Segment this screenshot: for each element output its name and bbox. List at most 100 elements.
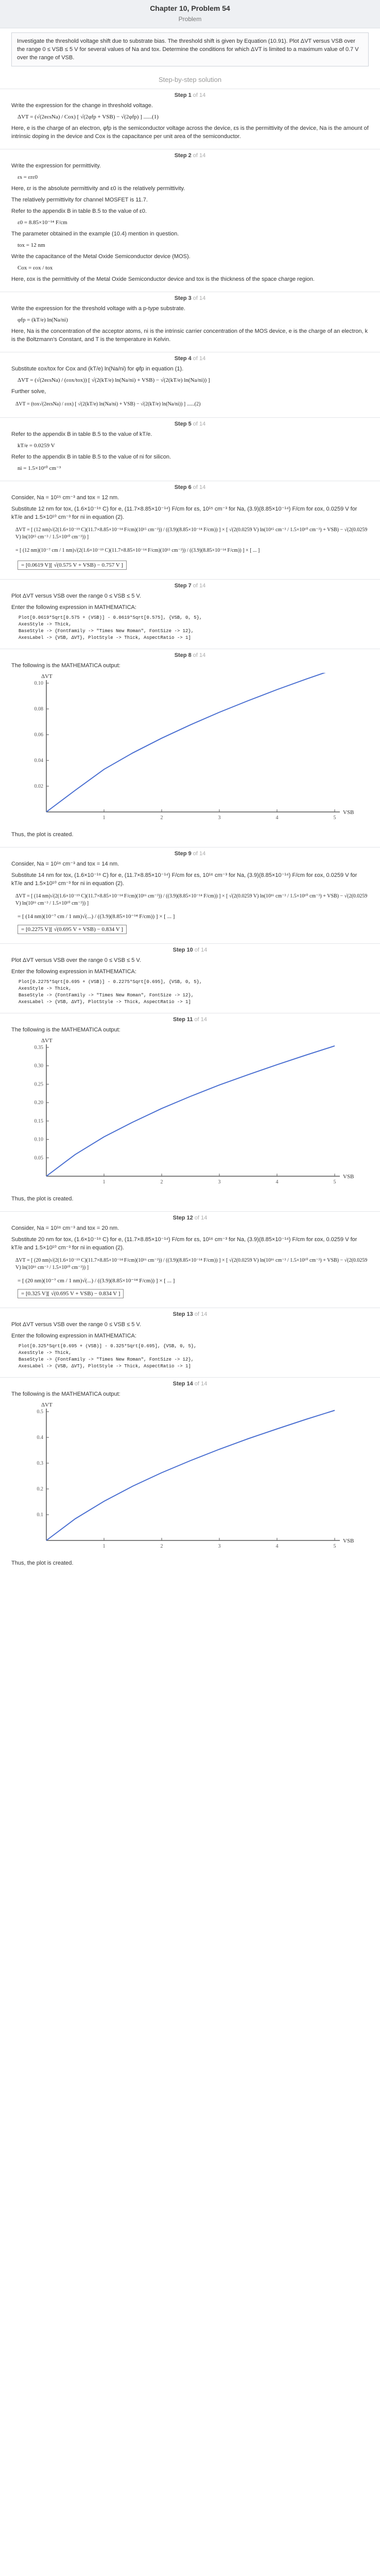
equation: εs = εrε0 <box>18 174 38 180</box>
step-count: of 14 <box>193 947 208 953</box>
equation: ΔVT = (√(2eεsNa) / (εox/tox)) [ √(2(kT/e… <box>18 377 210 383</box>
header: Chapter 10, Problem 54 Problem <box>0 0 380 28</box>
plot-svg: 1 2 3 4 5 0.1 0.2 0.3 0.4 0.5 VSB ΔVT <box>37 1402 354 1549</box>
text-line: Refer to the appendix B in table B.5 to … <box>11 454 171 460</box>
x-tick-label: 2 <box>161 1544 163 1549</box>
equation: φfp = (kT/e) ln(Na/ni) <box>18 317 68 323</box>
equation: = [0.325 V][ √(0.695 V + VSB) − 0.834 V … <box>18 1288 369 1299</box>
y-tick-label: 0.3 <box>37 1461 44 1466</box>
text-line: Consider, Na = 10¹⁶ cm⁻³ and tox = 14 nm… <box>11 861 119 867</box>
step-14: Step 14 of 14 The following is the MATHEM… <box>0 1377 380 1575</box>
text-line: Here, εox is the permittivity of the Met… <box>11 276 315 282</box>
step-label: Step 1 <box>174 92 192 98</box>
equation: ΔVT = (tox√(2eεsNa) / εox) [ √(2(kT/e) l… <box>15 401 201 407</box>
step-label: Step 8 <box>174 652 192 658</box>
code-line: BaseStyle -> {FontFamily -> "Times New R… <box>19 1357 194 1362</box>
text-line: Substitute εox/tox for Cox and (kT/e) ln… <box>11 366 184 372</box>
code-line: Plot[0.0619*Sqrt[0.575 + (VSB)] - 0.0619… <box>19 615 202 620</box>
step-count: of 14 <box>191 295 206 301</box>
equation: = [ (12 nm)(10⁻⁷ cm / 1 nm)√(2(1.6×10⁻¹⁹… <box>15 548 260 553</box>
step-title: Step 6 of 14 <box>11 484 369 490</box>
x-tick-label: 1 <box>103 1544 106 1549</box>
step-title: Step 3 of 14 <box>11 295 369 301</box>
y-tick-label: 0.5 <box>37 1409 44 1415</box>
x-tick-label: 5 <box>334 1179 336 1185</box>
y-tick-label: 0.30 <box>34 1063 44 1069</box>
step-count: of 14 <box>191 92 206 98</box>
text-line: The parameter obtained in the example (1… <box>11 231 179 237</box>
text-line: Refer to the appendix B in table B.5 to … <box>11 431 152 437</box>
plot-svg: 1 2 3 4 5 0.05 0.10 0.15 0.20 0.25 0.30 0.35 VSB ΔVT <box>34 1038 354 1185</box>
step-count: of 14 <box>191 851 206 857</box>
text-line: Plot ΔVT versus VSB over the range 0 ≤ V… <box>11 957 141 963</box>
x-tick-label: 3 <box>218 1179 221 1185</box>
page-title: Chapter 10, Problem 54 <box>150 4 230 12</box>
y-tick-label: 0.4 <box>37 1435 44 1440</box>
y-tick-label: 0.10 <box>34 1137 44 1143</box>
step-label: Step 14 <box>172 1381 193 1387</box>
mathematica-plot: 1 2 3 4 5 0.02 0.04 0.06 0.08 0.10 VSB ΔVT <box>15 669 366 827</box>
step-count: of 14 <box>193 1381 208 1387</box>
mathematica-plot: 1 2 3 4 5 0.05 0.10 0.15 0.20 0.25 0.30 0.35 VSB ΔVT <box>15 1037 366 1192</box>
step-6: Step 6 of 14 Consider, Na = 10¹⁵ cm⁻³ and… <box>0 481 380 579</box>
equation: ΔVT = [ (14 nm)√(2(1.6×10⁻¹⁹ C)(11.7×8.8… <box>15 893 368 906</box>
step-count: of 14 <box>193 1215 208 1221</box>
step-label: Step 4 <box>174 355 192 362</box>
step-label: Step 3 <box>174 295 192 301</box>
text-line: The relatively permittivity for channel … <box>11 197 148 203</box>
x-tick-label: 3 <box>218 815 221 821</box>
x-tick-label: 4 <box>276 815 279 821</box>
x-tick-label: 2 <box>161 815 163 821</box>
text-line: Thus, the plot is created. <box>11 1196 74 1202</box>
steps-container: Step 1 of 14 Write the expression for the… <box>0 89 380 1575</box>
step-8: Step 8 of 14 The following is the MATHEMA… <box>0 649 380 847</box>
step-title: Step 12 of 14 <box>11 1215 369 1221</box>
equation: kT/e = 0.0259 V <box>18 443 55 449</box>
step-title: Step 2 of 14 <box>11 152 369 159</box>
step-5: Step 5 of 14 Refer to the appendix B in t… <box>0 417 380 481</box>
x-tick-label: 2 <box>161 1179 163 1185</box>
y-tick-label: 0.10 <box>34 681 44 686</box>
text-line: The following is the MATHEMATICA output: <box>11 1391 120 1397</box>
code-line: AxesLabel -> {VSB, ΔVT}, PlotStyle -> Th… <box>19 999 191 1005</box>
text-line: Consider, Na = 10¹⁶ cm⁻³ and tox = 20 nm… <box>11 1225 119 1231</box>
text-line: The following is the MATHEMATICA output: <box>11 1027 120 1033</box>
text-line: Substitute 14 nm for tox, (1.6×10⁻¹⁹ C) … <box>11 872 357 887</box>
code-line: Plot[0.2275*Sqrt[0.695 + (VSB)] - 0.2275… <box>19 979 202 985</box>
code-line: BaseStyle -> {FontFamily -> "Times New R… <box>19 629 194 634</box>
text-line: Write the expression for permittivity. <box>11 163 101 169</box>
text-line: Enter the following expression in MATHEM… <box>11 604 136 611</box>
mathematica-code: Plot[0.0619*Sqrt[0.575 + (VSB)] - 0.0619… <box>19 615 369 641</box>
step-title: Step 4 of 14 <box>11 355 369 362</box>
step-label: Step 7 <box>174 583 192 589</box>
step-title: Step 14 of 14 <box>11 1381 369 1387</box>
text-line: Here, εr is the absolute permittivity an… <box>11 185 185 192</box>
step-title: Step 5 of 14 <box>11 421 369 427</box>
y-tick-label: 0.02 <box>34 784 44 789</box>
step-count: of 14 <box>191 583 206 589</box>
equation: = [ (20 nm)(10⁻⁷ cm / 1 nm)√(...) / ((3.… <box>18 1278 175 1284</box>
y-tick-label: 0.1 <box>37 1512 44 1518</box>
step-title: Step 8 of 14 <box>11 652 369 658</box>
x-tick-label: 4 <box>276 1544 279 1549</box>
y-axis-label: ΔVT <box>41 673 53 680</box>
series-line <box>46 1045 335 1177</box>
text-line: Thus, the plot is created. <box>11 1560 74 1566</box>
text-line: Here, Na is the concentration of the acc… <box>11 328 368 343</box>
step-9: Step 9 of 14 Consider, Na = 10¹⁶ cm⁻³ and… <box>0 847 380 943</box>
x-tick-label: 4 <box>276 1179 279 1185</box>
x-tick-label: 1 <box>103 815 106 821</box>
equation: Cox = εox / tox <box>18 265 53 271</box>
step-title: Step 1 of 14 <box>11 92 369 98</box>
y-tick-label: 0.25 <box>34 1081 44 1087</box>
text-line: Enter the following expression in MATHEM… <box>11 1333 136 1339</box>
step-count: of 14 <box>191 152 206 159</box>
y-tick-label: 0.35 <box>34 1045 44 1050</box>
step-3: Step 3 of 14 Write the expression for the… <box>0 292 380 352</box>
step-count: of 14 <box>191 652 206 658</box>
step-7: Step 7 of 14 Plot ΔVT versus VSB over the… <box>0 579 380 649</box>
step-count: of 14 <box>191 484 206 490</box>
y-tick-label: 0.2 <box>37 1486 44 1492</box>
code-line: AxesStyle -> Thick, <box>19 986 72 991</box>
step-count: of 14 <box>191 421 206 427</box>
